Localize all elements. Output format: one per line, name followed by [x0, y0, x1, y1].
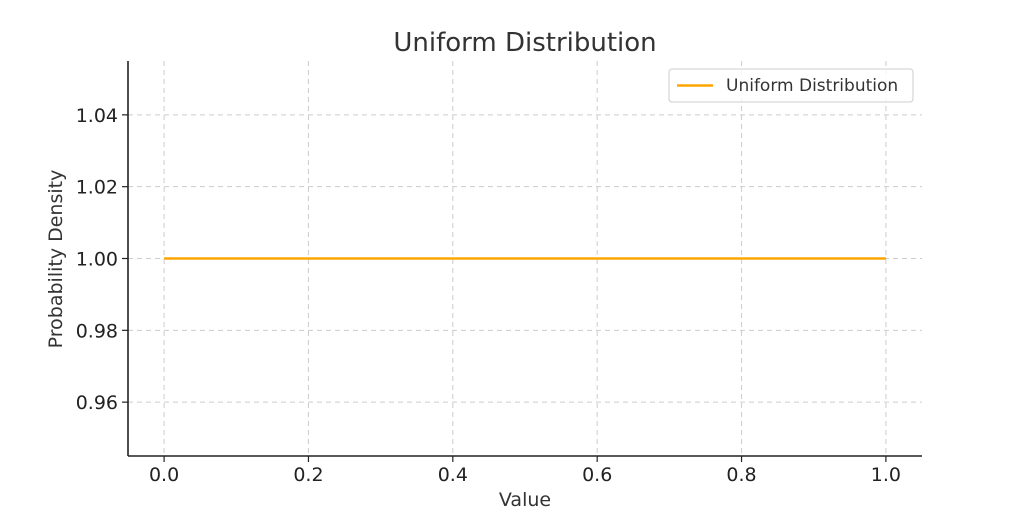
legend-label: Uniform Distribution: [726, 76, 898, 96]
y-tick-label: 1.04: [76, 105, 118, 127]
y-tick-label: 0.98: [76, 320, 118, 342]
y-tick-label: 0.96: [76, 392, 118, 414]
chart-title: Uniform Distribution: [393, 28, 656, 58]
x-tick-label: 0.8: [726, 464, 756, 486]
x-tick-label: 0.4: [438, 464, 468, 486]
x-tick-label: 0.0: [149, 464, 179, 486]
legend: Uniform Distribution: [668, 68, 914, 103]
x-axis-label: Value: [499, 489, 551, 511]
x-tick-label: 1.0: [871, 464, 901, 486]
y-tick-label: 1.02: [76, 177, 118, 199]
x-tick-label: 0.2: [293, 464, 323, 486]
y-tick-label: 1.00: [76, 249, 118, 271]
legend-box: [668, 68, 914, 103]
y-axis-label: Probability Density: [45, 170, 67, 349]
x-tick-label: 0.6: [582, 464, 612, 486]
ticks-layer: 0.0 0.2 0.4 0.6 0.8 1.0 0.96 0.98 1.00 1.02 1.04: [76, 105, 901, 486]
